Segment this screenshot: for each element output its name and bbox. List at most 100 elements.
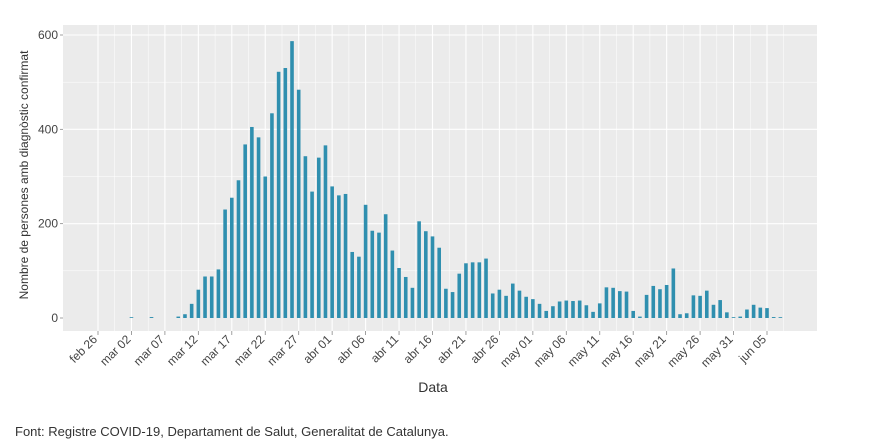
bar <box>765 308 769 318</box>
x-tick-label: may 11 <box>565 332 602 369</box>
horizontal-gridlines <box>63 34 817 272</box>
bar <box>283 68 288 319</box>
bar <box>718 300 722 318</box>
bar <box>651 285 656 318</box>
bar <box>778 317 783 318</box>
bar <box>631 310 635 318</box>
bar <box>250 126 254 318</box>
x-tick-label: mar 12 <box>164 332 201 369</box>
bar <box>751 304 756 318</box>
bar <box>457 273 462 318</box>
bar <box>189 303 194 318</box>
bars <box>129 41 783 319</box>
bar <box>604 287 609 318</box>
x-tick-label: abr 11 <box>368 332 402 366</box>
y-tick-label: 200 <box>38 217 58 231</box>
bar <box>531 299 535 318</box>
bar <box>731 317 736 318</box>
y-axis-ticks: 0 200 400 600 <box>38 28 63 325</box>
x-tick-label: abr 26 <box>468 332 502 366</box>
bar <box>377 232 381 318</box>
x-tick-label: may 06 <box>531 332 569 370</box>
bar <box>303 156 308 318</box>
bar <box>537 303 542 318</box>
x-tick-label: may 21 <box>631 332 669 370</box>
bar <box>691 295 696 318</box>
bar <box>664 284 669 318</box>
bar <box>671 268 676 318</box>
bar <box>343 193 348 318</box>
bar <box>624 291 629 318</box>
bar <box>290 41 294 319</box>
bar <box>611 287 615 318</box>
bar <box>577 300 582 318</box>
x-tick-label: may 31 <box>698 332 736 370</box>
x-tick-label: abr 06 <box>334 332 368 366</box>
bar <box>410 287 415 318</box>
bar <box>477 262 482 318</box>
bar <box>684 313 689 318</box>
bar <box>350 251 355 318</box>
bar <box>557 301 562 318</box>
bar <box>370 230 375 318</box>
x-tick-label: may 16 <box>598 332 636 370</box>
y-tick-label: 0 <box>51 311 58 325</box>
bar <box>464 263 468 318</box>
bar <box>149 317 154 318</box>
bar <box>196 289 201 318</box>
bar <box>504 295 508 318</box>
bar <box>745 309 749 318</box>
bar <box>484 258 488 318</box>
bar <box>390 250 395 318</box>
x-tick-label: abr 01 <box>300 332 334 366</box>
bar <box>270 113 274 319</box>
bar <box>397 268 401 318</box>
bar <box>644 294 649 318</box>
x-tick-label: mar 02 <box>97 332 134 369</box>
y-tick-label: 400 <box>38 122 58 136</box>
bar <box>230 197 234 318</box>
bar <box>584 305 589 318</box>
bar <box>444 288 448 318</box>
x-tick-label: feb 26 <box>67 332 101 366</box>
x-tick-label: abr 21 <box>434 332 468 366</box>
bar <box>771 317 776 318</box>
bar <box>591 311 595 318</box>
bar <box>704 290 709 318</box>
bar <box>758 307 763 318</box>
bar <box>450 292 455 318</box>
bar <box>216 269 221 318</box>
bar <box>209 276 214 318</box>
bar <box>310 191 314 318</box>
bar <box>363 204 368 318</box>
bar <box>316 157 321 318</box>
bar <box>323 145 328 318</box>
bar <box>203 276 207 318</box>
bar <box>551 306 555 318</box>
bar <box>430 236 435 318</box>
bar <box>183 314 187 318</box>
x-tick-label: mar 17 <box>198 332 235 369</box>
bar <box>698 295 702 318</box>
bar <box>658 289 662 318</box>
bar <box>330 186 334 318</box>
bar <box>236 180 241 318</box>
bar <box>424 231 428 318</box>
bar <box>497 289 502 318</box>
bar <box>517 290 522 318</box>
bar <box>383 214 388 318</box>
x-tick-label: mar 27 <box>265 332 302 369</box>
bar <box>337 195 341 318</box>
bar <box>571 301 575 318</box>
bar <box>564 300 569 318</box>
bar <box>357 256 361 318</box>
bar <box>711 304 716 318</box>
bar <box>263 176 268 318</box>
x-tick-label: mar 22 <box>231 332 268 369</box>
bar <box>296 89 301 318</box>
bar <box>470 262 475 318</box>
bar <box>129 317 134 318</box>
bar <box>223 209 227 318</box>
bar <box>544 310 549 318</box>
